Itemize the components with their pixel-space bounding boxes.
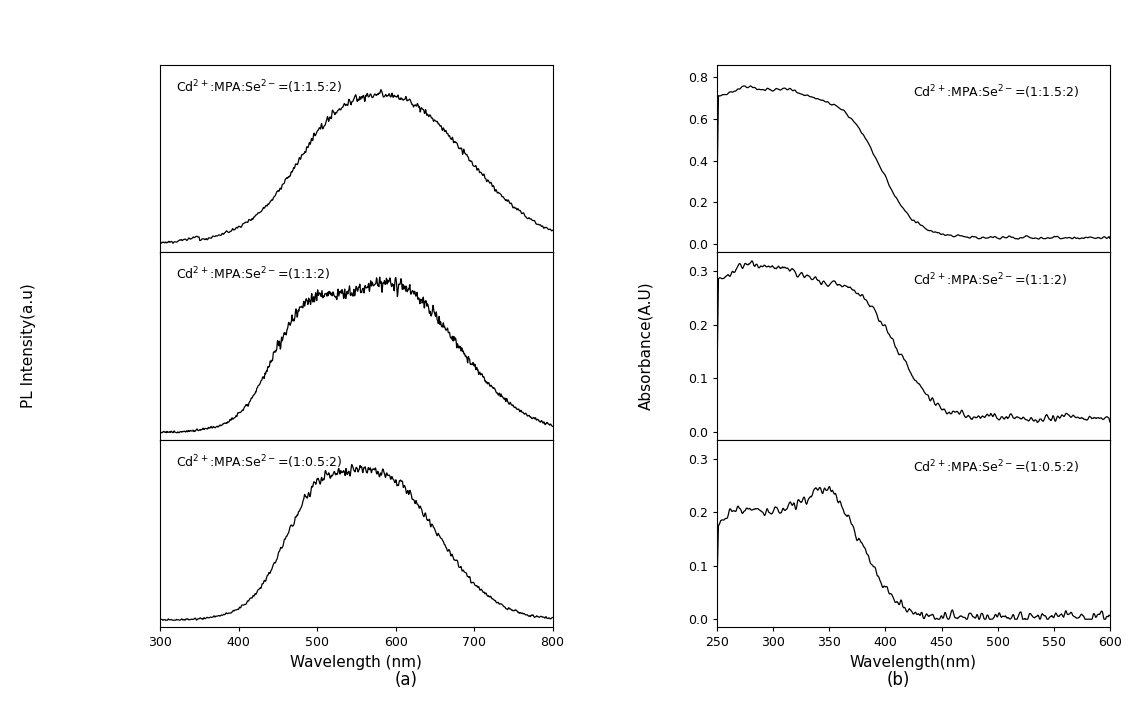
Text: Cd$^{2+}$:MPA:Se$^{2-}$=(1:1.5:2): Cd$^{2+}$:MPA:Se$^{2-}$=(1:1.5:2) (176, 78, 342, 96)
Text: Cd$^{2+}$:MPA:Se$^{2-}$=(1:0.5:2): Cd$^{2+}$:MPA:Se$^{2-}$=(1:0.5:2) (914, 459, 1080, 476)
Text: Cd$^{2+}$:MPA:Se$^{2-}$=(1:1.5:2): Cd$^{2+}$:MPA:Se$^{2-}$=(1:1.5:2) (914, 84, 1080, 101)
Text: (b): (b) (887, 671, 909, 689)
Text: Absorbance(A.U): Absorbance(A.U) (638, 282, 654, 410)
Text: Cd$^{2+}$:MPA:Se$^{2-}$=(1:1:2): Cd$^{2+}$:MPA:Se$^{2-}$=(1:1:2) (914, 271, 1068, 288)
X-axis label: Wavelength (nm): Wavelength (nm) (291, 655, 422, 670)
Text: Cd$^{2+}$:MPA:Se$^{2-}$=(1:1:2): Cd$^{2+}$:MPA:Se$^{2-}$=(1:1:2) (176, 265, 331, 283)
Text: Cd$^{2+}$:MPA:Se$^{2-}$=(1:0.5:2): Cd$^{2+}$:MPA:Se$^{2-}$=(1:0.5:2) (176, 453, 342, 471)
X-axis label: Wavelength(nm): Wavelength(nm) (850, 655, 977, 670)
Text: PL Intensity(a.u): PL Intensity(a.u) (21, 283, 37, 409)
Text: (a): (a) (395, 671, 418, 689)
